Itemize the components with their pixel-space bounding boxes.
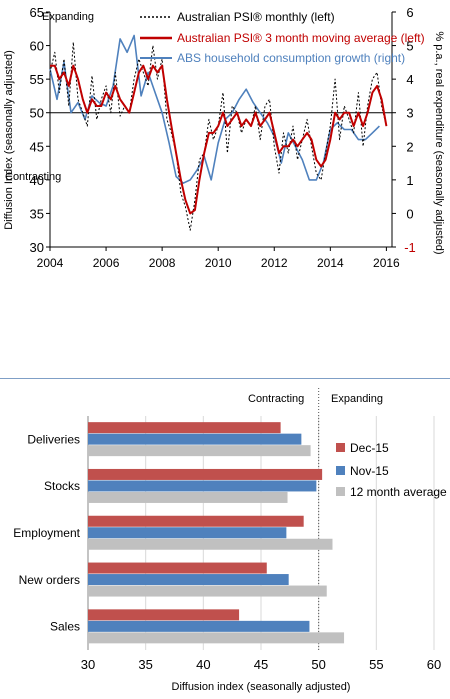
section-divider xyxy=(0,378,450,379)
legend-label-2: ABS household consumption growth (right) xyxy=(177,51,405,65)
y2-tick-label: 5 xyxy=(406,39,413,54)
bar-2 xyxy=(88,491,288,503)
x-tick-label: 2008 xyxy=(149,256,176,270)
x-tick-label: 55 xyxy=(369,657,383,672)
bar-contracting-label: Contracting xyxy=(248,393,304,405)
y2-tick-label: 0 xyxy=(406,206,413,221)
bar-1 xyxy=(88,433,302,445)
y2-tick-label: 4 xyxy=(406,72,413,87)
category-label: Employment xyxy=(13,526,80,540)
series-line-2 xyxy=(49,34,380,184)
series-line-0 xyxy=(49,41,387,231)
bar-1 xyxy=(88,620,310,632)
y-tick-label: 35 xyxy=(30,206,44,221)
legend-label-1: Nov-15 xyxy=(350,464,389,478)
expanding-label: Expanding xyxy=(42,11,94,23)
x-tick-label: 2006 xyxy=(93,256,120,270)
y-tick-label: 30 xyxy=(30,240,44,255)
bars-group xyxy=(88,422,345,644)
x-tick-label: 35 xyxy=(138,657,152,672)
y-tick-label: 65 xyxy=(30,5,44,20)
x-tick-label: 2010 xyxy=(205,256,232,270)
bar-2 xyxy=(88,445,311,457)
x-tick-label: 45 xyxy=(254,657,268,672)
x-tick-label: 2014 xyxy=(317,256,344,270)
category-label: Stocks xyxy=(44,479,80,493)
x-tick-label: 50 xyxy=(311,657,325,672)
bar-expanding-label: Expanding xyxy=(331,393,383,405)
category-label: New orders xyxy=(19,573,80,587)
right-axis-title: % p.a., real expenditure (seasonally adj… xyxy=(433,31,445,254)
legend-swatch-0 xyxy=(336,443,345,452)
legend-label-2: 12 month average xyxy=(350,485,447,499)
y-tick-label: 60 xyxy=(30,39,44,54)
y2-tick-label: -1 xyxy=(404,240,416,255)
legend-swatch-1 xyxy=(336,466,345,475)
x-tick-label: 2016 xyxy=(373,256,400,270)
y2-tick-label: 2 xyxy=(406,139,413,154)
bar-x-axis-title: Diffusion index (seasonally adjusted) xyxy=(172,681,351,693)
bar-0 xyxy=(88,422,281,434)
bar-labels-group: 30 35 40 45 50 55 60 Deliveries Stocks Employment… xyxy=(13,432,441,672)
legend-label-0: Dec-15 xyxy=(350,441,389,455)
line-legend: Australian PSI® monthly (left) Australian… xyxy=(140,10,425,65)
legend-label-0: Australian PSI® monthly (left) xyxy=(177,10,335,24)
bar-0 xyxy=(88,515,304,527)
y-tick-label: 50 xyxy=(30,106,44,121)
left-axis-title: Diffusion Index (seasonally adjusted) xyxy=(3,50,15,230)
y-tick-label: 45 xyxy=(30,139,44,154)
legend-label-1: Australian PSI® 3 month moving average (… xyxy=(177,31,425,45)
bar-1 xyxy=(88,574,289,586)
series-line-1 xyxy=(50,64,388,215)
y2-tick-label: 6 xyxy=(406,5,413,20)
bar-0 xyxy=(88,562,267,574)
category-label: Sales xyxy=(50,620,80,634)
bar-legend: Dec-15 Nov-15 12 month average xyxy=(336,441,447,499)
component-bar-chart: 30 35 40 45 50 55 60 Deliveries Stocks Employment… xyxy=(13,388,447,693)
series-group xyxy=(49,34,388,231)
x-tick-label: 60 xyxy=(427,657,441,672)
bar-1 xyxy=(88,527,287,539)
y-tick-label: 55 xyxy=(30,72,44,87)
contracting-label: Contracting xyxy=(5,171,61,183)
bar-2 xyxy=(88,632,345,644)
y2-tick-label: 3 xyxy=(406,106,413,121)
legend-swatch-2 xyxy=(336,487,345,496)
bar-1 xyxy=(88,480,317,492)
y-tick-label: 40 xyxy=(30,173,44,188)
bar-0 xyxy=(88,609,240,621)
category-label: Deliveries xyxy=(27,432,80,446)
x-tick-label: 2012 xyxy=(261,256,288,270)
y2-tick-label: 1 xyxy=(406,173,413,188)
bar-2 xyxy=(88,585,327,597)
bar-0 xyxy=(88,468,323,480)
bar-2 xyxy=(88,538,333,550)
x-tick-label: 40 xyxy=(196,657,210,672)
x-tick-label: 30 xyxy=(81,657,95,672)
x-tick-label: 2004 xyxy=(37,256,64,270)
